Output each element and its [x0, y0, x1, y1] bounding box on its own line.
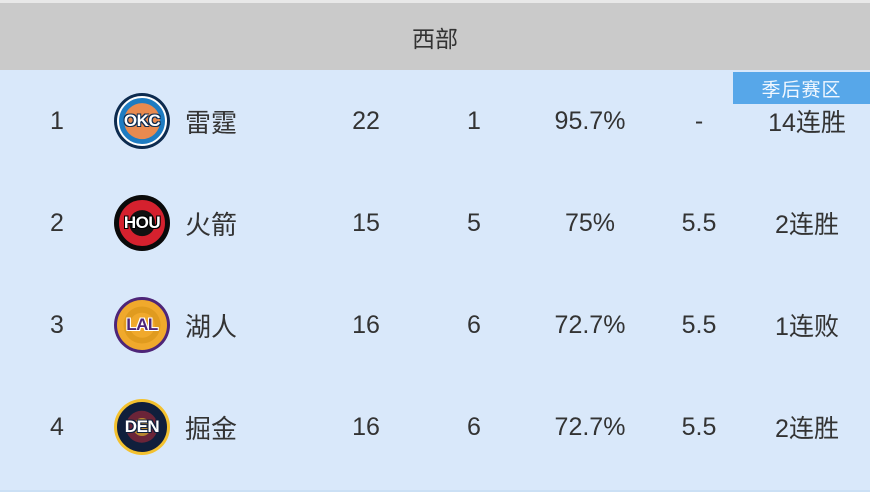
- team-abbr: DEN: [124, 417, 160, 436]
- win-pct-cell: 95.7%: [554, 106, 626, 135]
- losses-cell: 6: [467, 310, 481, 339]
- standings-table: 季后赛区 1 OKC 雷霆 22 1 95.7% - 14连胜 2 HOU: [0, 70, 870, 492]
- team-row[interactable]: 3 LAL 湖人 16 6 72.7% 5.5 1连败: [0, 274, 870, 376]
- team-logo-center-circle: [133, 418, 151, 436]
- team-logo-cell: LAL: [114, 297, 170, 353]
- win-pct-cell: 72.7%: [554, 310, 626, 339]
- wins-cell: 15: [352, 208, 380, 237]
- games-behind-cell: 5.5: [681, 412, 717, 441]
- playoff-zone-label: 季后赛区: [761, 79, 842, 101]
- conference-title: 西部: [412, 25, 458, 52]
- games-behind-cell: -: [694, 106, 704, 135]
- streak-cell: 1连败: [775, 313, 839, 341]
- team-logo-cell: DEN: [114, 399, 170, 455]
- rank-cell: 2: [50, 208, 64, 237]
- team-abbr: LAL: [126, 315, 158, 334]
- hou-rockets-logo: HOU: [114, 195, 170, 251]
- team-name: 掘金: [185, 413, 238, 444]
- playoff-zone-badge: 季后赛区: [733, 72, 870, 104]
- top-divider: [0, 0, 870, 3]
- team-row[interactable]: 2 HOU 火箭 15 5 75% 5.5 2连胜: [0, 172, 870, 274]
- team-logo-cell: HOU: [114, 195, 170, 251]
- okc-thunder-logo: OKC: [114, 93, 170, 149]
- wins-cell: 16: [352, 412, 380, 441]
- rank-cell: 1: [50, 106, 64, 135]
- win-pct-cell: 75%: [564, 208, 616, 237]
- den-nuggets-logo: DEN: [114, 399, 170, 455]
- standings-rows: 1 OKC 雷霆 22 1 95.7% - 14连胜 2 HOU 火箭 15: [0, 70, 870, 478]
- losses-cell: 1: [467, 106, 481, 135]
- rank-cell: 4: [50, 412, 64, 441]
- games-behind-cell: 5.5: [681, 208, 717, 237]
- streak-cell: 14连胜: [768, 109, 846, 137]
- team-logo-center-circle: [129, 312, 155, 338]
- team-logo-inner-circle: [129, 210, 155, 236]
- bottom-divider: [0, 490, 870, 492]
- conference-header: 西部: [0, 3, 870, 70]
- team-abbr: OKC: [123, 111, 161, 130]
- team-row[interactable]: 4 DEN 掘金 16 6 72.7% 5.5 2连胜: [0, 376, 870, 478]
- streak-cell: 2连胜: [775, 211, 839, 239]
- team-name: 雷霆: [185, 107, 238, 138]
- win-pct-cell: 72.7%: [554, 412, 626, 441]
- lal-lakers-logo: LAL: [114, 297, 170, 353]
- team-name: 湖人: [185, 311, 238, 342]
- wins-cell: 16: [352, 310, 380, 339]
- losses-cell: 6: [467, 412, 481, 441]
- wins-cell: 22: [352, 106, 380, 135]
- team-logo-inner-circle: [124, 103, 160, 139]
- team-abbr: HOU: [123, 213, 161, 232]
- games-behind-cell: 5.5: [681, 310, 717, 339]
- team-row[interactable]: 1 OKC 雷霆 22 1 95.7% - 14连胜: [0, 70, 870, 172]
- losses-cell: 5: [467, 208, 481, 237]
- team-name: 火箭: [185, 209, 238, 240]
- rank-cell: 3: [50, 310, 64, 339]
- streak-cell: 2连胜: [775, 415, 839, 443]
- team-logo-cell: OKC: [114, 93, 170, 149]
